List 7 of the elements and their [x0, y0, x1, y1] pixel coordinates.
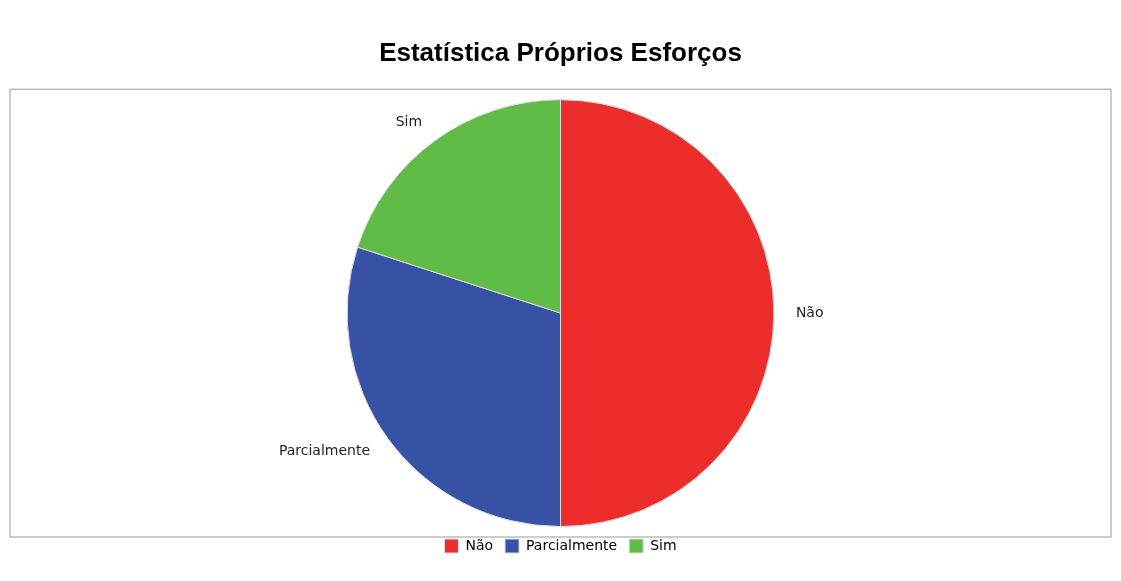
legend-label: Parcialmente	[526, 536, 618, 553]
slice-label: Não	[795, 303, 824, 320]
chart-title: Estatística Próprios Esforços	[379, 36, 742, 67]
slice-label: Sim	[395, 113, 423, 130]
legend-label: Não	[465, 536, 494, 553]
legend-label: Sim	[650, 536, 677, 553]
slice-label: Parcialmente	[278, 442, 371, 459]
